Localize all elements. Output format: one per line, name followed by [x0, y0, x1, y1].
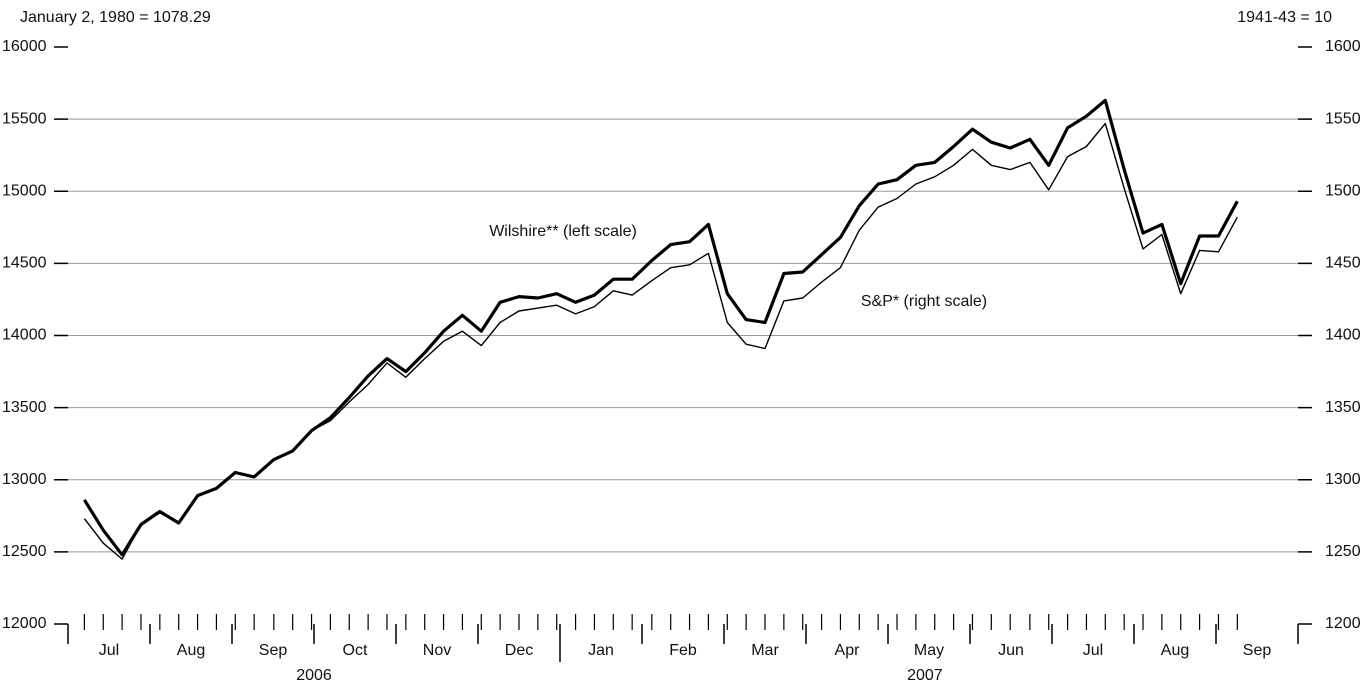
- year-label: 2006: [296, 667, 332, 684]
- y-tick-label: 14000: [2, 327, 47, 344]
- series-line: [83, 122, 1238, 560]
- x-tick-label: Jan: [588, 642, 614, 659]
- y2-tick-label: 1200: [1325, 615, 1361, 632]
- x-tick-label: Apr: [835, 642, 861, 659]
- x-tick-label: Sep: [1243, 642, 1272, 659]
- y-tick-label: 16000: [2, 38, 47, 55]
- y2-axis-label: 1941-43 = 10: [1237, 9, 1332, 26]
- x-tick-label: Mar: [751, 642, 779, 659]
- y-tick-label: 12000: [2, 615, 47, 632]
- y-tick-label: 14500: [2, 255, 47, 272]
- x-tick-label: Jul: [99, 642, 119, 659]
- x-tick-label: Feb: [669, 642, 697, 659]
- x-tick-label: Sep: [259, 642, 288, 659]
- x-tick-label: Oct: [343, 642, 368, 659]
- y2-tick-label: 1350: [1325, 399, 1361, 416]
- x-tick-label: Jul: [1083, 642, 1103, 659]
- x-tick-label: Aug: [1161, 642, 1189, 659]
- y2-tick-label: 1400: [1325, 327, 1361, 344]
- year-label: 2007: [907, 667, 943, 684]
- y2-tick-label: 1300: [1325, 471, 1361, 488]
- x-tick-label: Aug: [177, 642, 205, 659]
- y2-tick-label: 1550: [1325, 110, 1361, 127]
- x-tick-label: May: [914, 642, 944, 659]
- annotation: S&P* (right scale): [861, 293, 987, 310]
- y-tick-label: 13000: [2, 471, 47, 488]
- y-axis-label: January 2, 1980 = 1078.29: [20, 9, 211, 26]
- y-tick-label: 13500: [2, 399, 47, 416]
- y-tick-label: 15500: [2, 110, 47, 127]
- x-tick-label: Nov: [423, 642, 451, 659]
- annotation: Wilshire** (left scale): [489, 223, 637, 240]
- y2-tick-label: 1500: [1325, 182, 1361, 199]
- series-line: [83, 98, 1239, 557]
- y2-tick-label: 1250: [1325, 543, 1361, 560]
- x-tick-label: Jun: [998, 642, 1024, 659]
- x-tick-label: Dec: [505, 642, 533, 659]
- y2-tick-label: 1600: [1325, 38, 1361, 55]
- y-tick-label: 15000: [2, 182, 47, 199]
- y-tick-label: 12500: [2, 543, 47, 560]
- y2-tick-label: 1450: [1325, 255, 1361, 272]
